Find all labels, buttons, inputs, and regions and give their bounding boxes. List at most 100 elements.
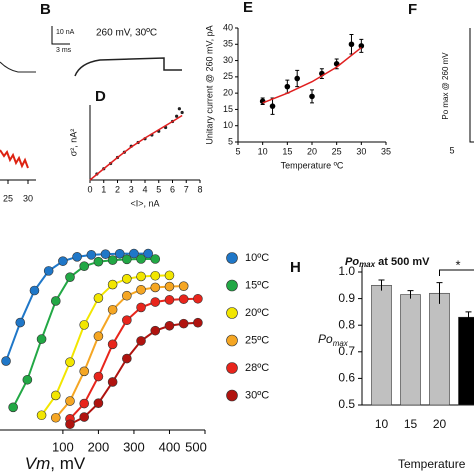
- series-line: [40, 274, 170, 416]
- data-point: [93, 293, 104, 303]
- scale-label: 3 ms: [56, 47, 72, 54]
- data-point: [178, 294, 189, 304]
- error-bar: [436, 282, 443, 304]
- data-point: [50, 412, 61, 423]
- y-tick-label: 40: [223, 22, 233, 32]
- legend-label: 25ºC: [245, 334, 269, 346]
- data-point: [72, 252, 82, 262]
- bar: [429, 292, 450, 406]
- data-point: [122, 290, 132, 301]
- y-tick-label: 25: [223, 71, 233, 81]
- y-tick-label: 15: [223, 104, 233, 114]
- y-tick-label: 20: [223, 88, 233, 98]
- x-tick-label: 10: [258, 146, 268, 156]
- panel-letter: D: [95, 88, 106, 105]
- data-point: [129, 248, 139, 259]
- x-tick-label: 25: [332, 146, 342, 156]
- data-point: [79, 261, 90, 272]
- legend-marker: [226, 334, 238, 347]
- data-point: [107, 339, 118, 350]
- x-tick-label: 15: [404, 417, 418, 431]
- x-tick-label: 200: [88, 439, 110, 454]
- data-point: [294, 75, 301, 82]
- data-point: [114, 248, 125, 259]
- data-point: [122, 353, 132, 364]
- fit-line: [262, 46, 362, 104]
- legend-label: 30ºC: [245, 389, 269, 401]
- x-tick-label: 1: [101, 184, 106, 194]
- significance-bracket: [439, 269, 474, 276]
- data-point: [164, 281, 175, 292]
- data-point: [178, 281, 189, 291]
- data-point: [50, 390, 61, 401]
- trace: [74, 57, 182, 77]
- x-axis-title: Temperature ºC: [281, 160, 344, 170]
- y-tick-label: 0.8: [338, 317, 355, 331]
- data-point: [122, 254, 132, 265]
- x-tick-label: 7: [184, 184, 189, 194]
- y-tick-label: 30: [223, 55, 233, 65]
- x-axis-title: Temperature: [398, 457, 466, 471]
- series-line: [55, 285, 184, 419]
- label-part: max: [359, 260, 376, 269]
- x-tick-label: 0: [87, 184, 92, 194]
- data-point: [107, 304, 118, 315]
- data-point: [1, 356, 11, 366]
- y-tick-label: 1.0: [338, 264, 355, 278]
- data-point: [79, 320, 90, 330]
- panel-letter: B: [40, 1, 51, 18]
- x-tick-label: 20: [307, 146, 317, 156]
- data-point: [93, 371, 104, 382]
- label-part: Po: [318, 332, 333, 346]
- series-line: [69, 321, 198, 426]
- data-point: [309, 93, 315, 100]
- data-point: [136, 302, 146, 313]
- x-tick-label: 15: [282, 146, 292, 156]
- panel-letter: E: [243, 0, 253, 16]
- data-point: [136, 271, 146, 282]
- legend-marker: [226, 362, 238, 374]
- y-tick-label: 5: [228, 136, 233, 146]
- x-tick-label: 5: [156, 184, 161, 194]
- label-part: max: [333, 339, 349, 348]
- legend-marker: [226, 279, 238, 292]
- data-point: [36, 410, 47, 421]
- x-tick-label: 100: [52, 439, 74, 454]
- bar: [400, 294, 421, 406]
- data-point: [93, 256, 104, 267]
- data-point: [79, 398, 90, 409]
- data-point: [8, 402, 18, 413]
- label-part: Po: [345, 256, 359, 268]
- data-point: [284, 83, 291, 90]
- data-point: [65, 419, 75, 430]
- data-point: [36, 334, 47, 344]
- fit-line: [89, 114, 183, 181]
- panel-letter: F: [408, 1, 417, 18]
- data-point: [65, 357, 75, 367]
- x-tick-label: 35: [381, 146, 391, 156]
- axis: [89, 105, 200, 181]
- x-tick-label: 3: [129, 184, 134, 194]
- data-point: [79, 412, 90, 422]
- x-axis-title: Vm, mV: [25, 454, 86, 473]
- series-line: [69, 297, 198, 420]
- legend-label: 10ºC: [245, 252, 269, 264]
- panel-letter: H: [290, 259, 301, 276]
- y-axis-title: σ², nA²: [68, 129, 78, 157]
- data-point: [164, 270, 175, 281]
- data-point: [58, 256, 68, 266]
- y-axis-title: Pomax: [318, 332, 349, 348]
- x-tick-label: 10: [375, 417, 389, 431]
- data-point: [50, 296, 61, 306]
- series-line: [12, 258, 156, 408]
- y-tick-label: 35: [223, 39, 233, 49]
- data-point: [178, 318, 189, 329]
- data-point: [79, 366, 90, 377]
- scale-bar: [51, 26, 70, 45]
- data-point: [136, 254, 146, 264]
- data-point: [93, 398, 104, 408]
- data-point: [193, 293, 203, 304]
- y-tick-label: 0.7: [338, 344, 355, 358]
- axis: [469, 28, 474, 143]
